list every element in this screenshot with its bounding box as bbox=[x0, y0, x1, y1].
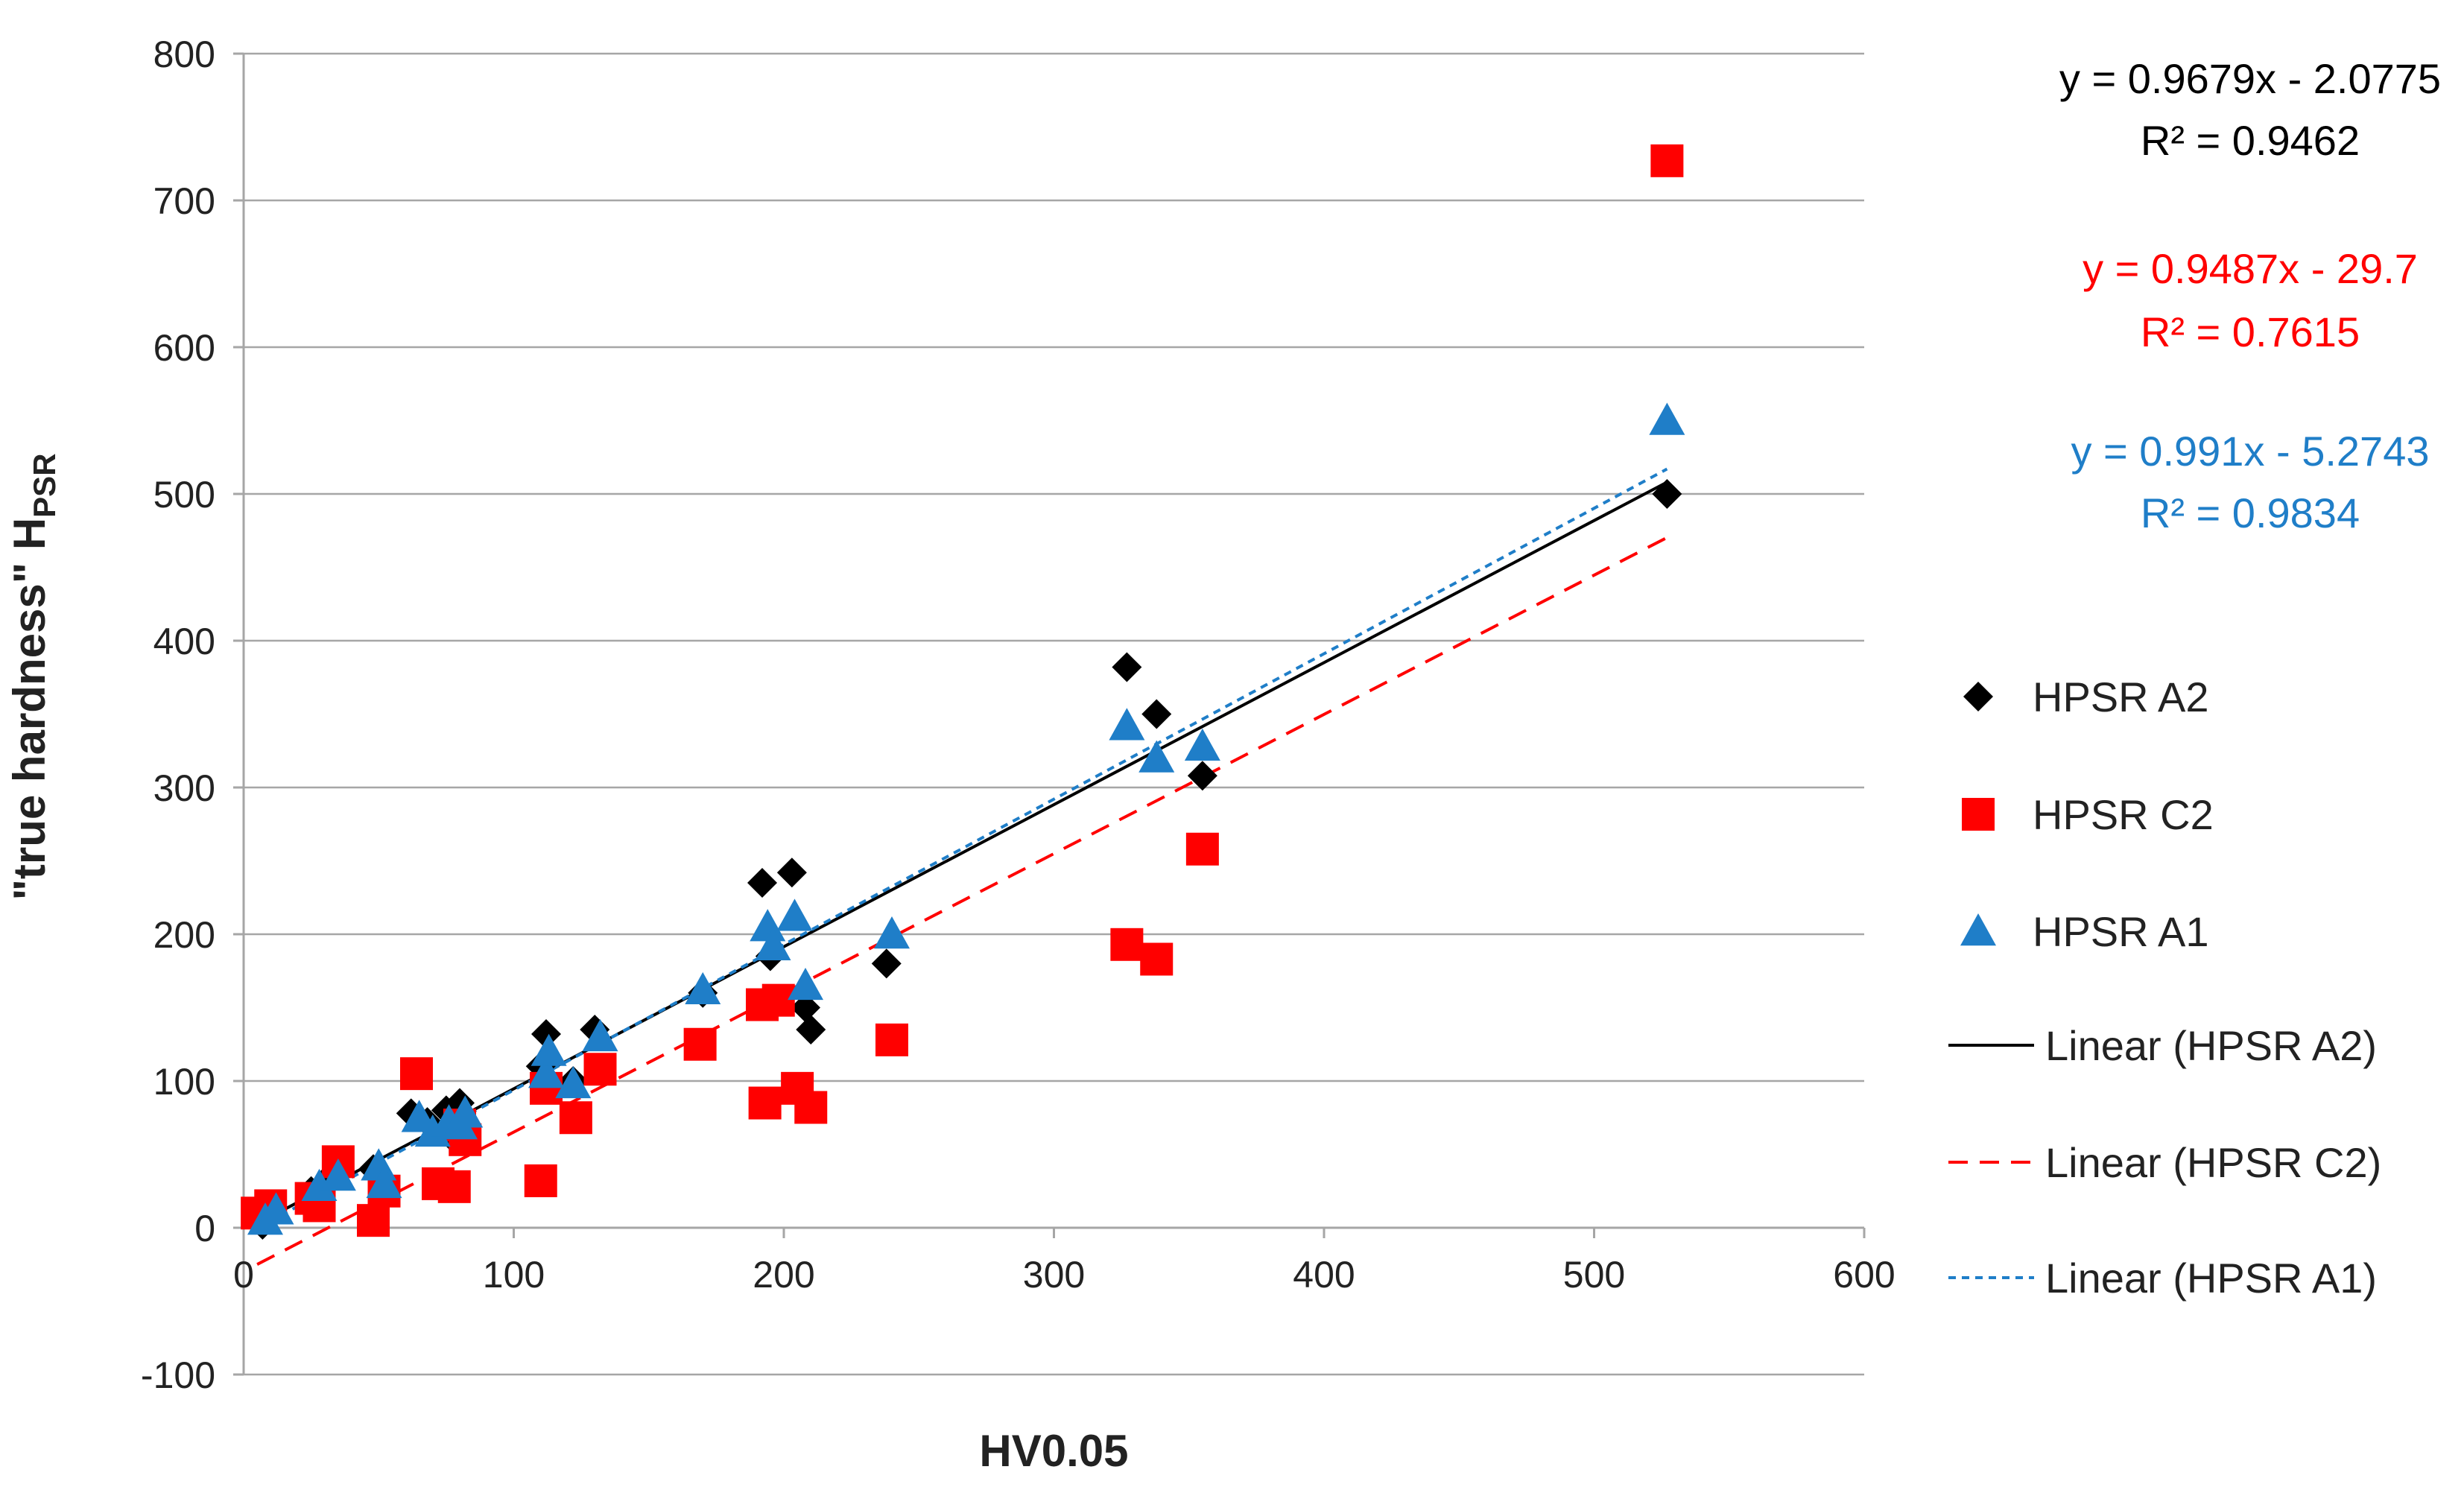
x-tick-labels: 0 100 200 300 400 500 600 bbox=[233, 1254, 1895, 1296]
point-hpsr-c2-21 bbox=[794, 1091, 828, 1124]
y-tick-label-200: 200 bbox=[153, 914, 215, 956]
point-hpsr-a2-11 bbox=[531, 1018, 561, 1049]
point-hpsr-a1-10 bbox=[447, 1095, 484, 1128]
data-points bbox=[241, 144, 1685, 1240]
legend-marker-hpsr-a2 bbox=[1963, 682, 1993, 711]
point-hpsr-a1-1 bbox=[258, 1192, 294, 1225]
legend-marker-hpsr-c2 bbox=[1962, 798, 1995, 831]
point-hpsr-a1-12 bbox=[531, 1033, 567, 1066]
point-hpsr-c2-22 bbox=[875, 1023, 908, 1056]
point-hpsr-c2-18 bbox=[748, 1086, 782, 1120]
point-hpsr-c2-19 bbox=[761, 983, 795, 1017]
legend-label-trend-hpsr-a2: Linear (HPSR A2) bbox=[2045, 1022, 2377, 1069]
legend: HPSR A2 HPSR C2 HPSR A1 Linear (HPSR A2) Lin… bbox=[1948, 673, 2381, 1302]
point-hpsr-a1-13 bbox=[555, 1065, 592, 1099]
point-hpsr-a2-15 bbox=[747, 868, 777, 898]
x-tick-label-400: 400 bbox=[1293, 1254, 1355, 1296]
legend-label-trend-hpsr-c2: Linear (HPSR C2) bbox=[2045, 1139, 2381, 1186]
point-hpsr-a1-7 bbox=[414, 1114, 451, 1147]
legend-label-hpsr-a2: HPSR A2 bbox=[2033, 673, 2209, 720]
point-hpsr-a2-20 bbox=[871, 948, 902, 979]
point-hpsr-c2-25 bbox=[1185, 832, 1219, 866]
point-hpsr-c2-26 bbox=[1650, 144, 1684, 177]
legend-label-trend-hpsr-a1: Linear (HPSR A1) bbox=[2045, 1255, 2377, 1302]
point-hpsr-a2-24 bbox=[1652, 479, 1682, 509]
equation-hpsr-a2: y = 0.9679x - 2.0775 bbox=[2059, 55, 2441, 102]
point-hpsr-a1-23 bbox=[1184, 728, 1220, 761]
r-squared-hpsr-c2: R² = 0.7615 bbox=[2141, 308, 2360, 355]
y-axis-title-subscript: PSR bbox=[27, 453, 62, 517]
y-axis-title: "true hardness" HPSR bbox=[4, 453, 62, 900]
point-hpsr-c2-12 bbox=[524, 1164, 557, 1197]
trendline-equations: y = 0.9679x - 2.0775 R² = 0.9462 y = 0.948… bbox=[2059, 55, 2441, 536]
y-tick-label-0: 0 bbox=[194, 1208, 215, 1249]
point-hpsr-c2-16 bbox=[683, 1027, 717, 1061]
y-tick-label-800: 800 bbox=[153, 34, 215, 75]
point-hpsr-a1-5 bbox=[366, 1165, 402, 1199]
x-tick-label-300: 300 bbox=[1023, 1254, 1085, 1296]
x-tick-label-100: 100 bbox=[483, 1254, 545, 1296]
point-hpsr-a1-19 bbox=[788, 967, 823, 1001]
y-tick-label-500: 500 bbox=[153, 474, 215, 516]
point-hpsr-a2-21 bbox=[1112, 652, 1142, 682]
trendline-hpsr-a2 bbox=[256, 481, 1668, 1226]
y-tick-label-300: 300 bbox=[153, 767, 215, 809]
point-hpsr-a1-15 bbox=[685, 971, 721, 1005]
point-hpsr-a1-11 bbox=[528, 1056, 564, 1088]
point-hpsr-c2-23 bbox=[1110, 928, 1144, 961]
point-hpsr-c2-15 bbox=[583, 1053, 617, 1086]
y-tick-label-100: 100 bbox=[153, 1061, 215, 1103]
y-tick-label--100: -100 bbox=[141, 1354, 215, 1396]
y-tick-label-700: 700 bbox=[153, 180, 215, 222]
point-hpsr-a2-17 bbox=[776, 857, 807, 888]
y-tick-label-400: 400 bbox=[153, 621, 215, 662]
equation-hpsr-a1: y = 0.991x - 5.2743 bbox=[2071, 428, 2429, 475]
point-hpsr-c2-14 bbox=[559, 1101, 592, 1135]
point-hpsr-a1-3 bbox=[320, 1158, 356, 1191]
r-squared-hpsr-a2: R² = 0.9462 bbox=[2141, 117, 2360, 164]
legend-marker-hpsr-a1 bbox=[1960, 913, 1996, 946]
x-tick-label-500: 500 bbox=[1563, 1254, 1625, 1296]
point-hpsr-a2-19 bbox=[796, 1015, 826, 1045]
legend-label-hpsr-c2: HPSR C2 bbox=[2033, 791, 2214, 838]
point-hpsr-c2-7 bbox=[400, 1057, 433, 1091]
trendline-hpsr-a1 bbox=[256, 467, 1668, 1230]
point-hpsr-a1-16 bbox=[750, 909, 786, 942]
y-axis-title-main: "true hardness" H bbox=[4, 518, 54, 901]
point-hpsr-c2-9 bbox=[437, 1170, 471, 1203]
grid-lines bbox=[244, 52, 1864, 1376]
x-axis-title: HV0.05 bbox=[979, 1426, 1128, 1476]
point-hpsr-a1-21 bbox=[1109, 708, 1145, 741]
trendline-hpsr-c2 bbox=[256, 536, 1668, 1266]
point-hpsr-a1-24 bbox=[1649, 402, 1685, 435]
x-tick-label-200: 200 bbox=[753, 1254, 814, 1296]
point-hpsr-a2-23 bbox=[1187, 761, 1217, 791]
point-hpsr-a2-22 bbox=[1141, 699, 1172, 729]
axes bbox=[233, 52, 1866, 1376]
trendlines bbox=[256, 467, 1668, 1266]
x-tick-label-0: 0 bbox=[233, 1254, 254, 1296]
y-tick-label-600: 600 bbox=[153, 327, 215, 369]
point-hpsr-a1-20 bbox=[874, 916, 910, 949]
x-tick-label-600: 600 bbox=[1833, 1254, 1895, 1296]
point-hpsr-c2-24 bbox=[1140, 942, 1174, 976]
legend-label-hpsr-a1: HPSR A1 bbox=[2033, 908, 2209, 955]
point-hpsr-a1-17 bbox=[755, 928, 791, 960]
point-hpsr-a1-14 bbox=[582, 1018, 618, 1052]
equation-hpsr-c2: y = 0.9487x - 29.7 bbox=[2083, 245, 2418, 292]
point-hpsr-a1-2 bbox=[301, 1168, 338, 1202]
y-tick-labels: -100 0 100 200 300 400 500 600 700 800 bbox=[141, 34, 215, 1396]
point-hpsr-a2-18 bbox=[791, 992, 820, 1023]
point-hpsr-a1-22 bbox=[1138, 740, 1175, 773]
r-squared-hpsr-a1: R² = 0.9834 bbox=[2141, 489, 2360, 536]
point-hpsr-a1-18 bbox=[776, 898, 813, 931]
point-hpsr-c2-5 bbox=[357, 1204, 390, 1237]
